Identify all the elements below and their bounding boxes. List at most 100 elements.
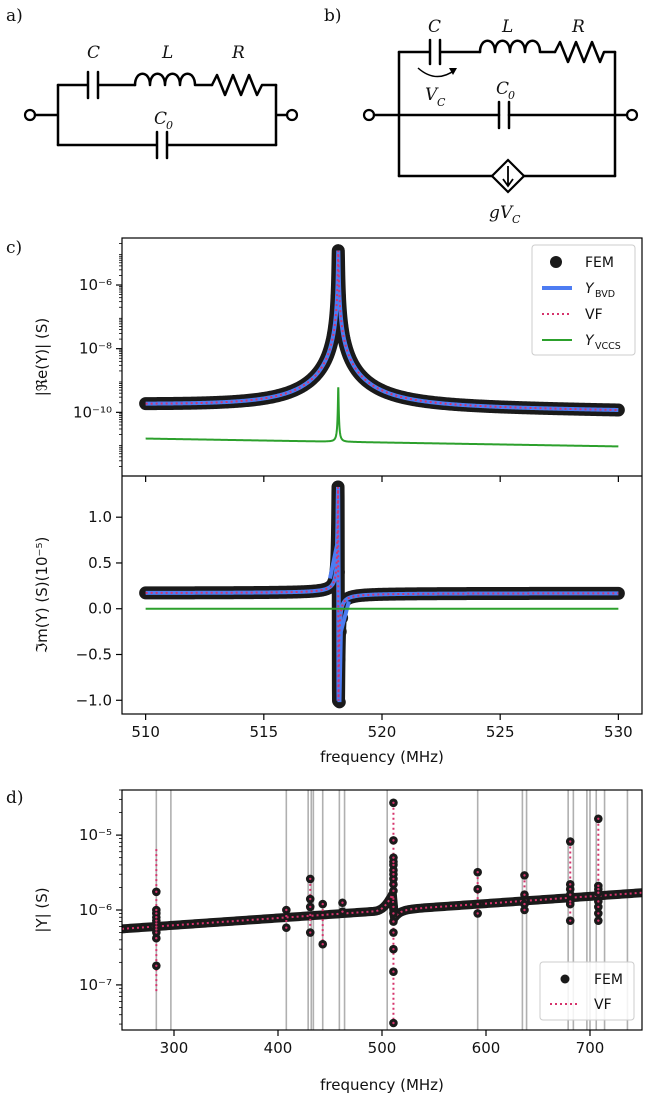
legend-marker-fem: [560, 974, 570, 984]
legend-box: [531, 244, 636, 356]
vf-marker: [155, 922, 158, 925]
vf-marker: [155, 912, 158, 915]
panel-label-d: d): [6, 788, 24, 808]
legend: FEM VF: [539, 961, 635, 1021]
label-c: C: [428, 17, 441, 37]
vf-marker: [597, 905, 600, 909]
label-vc: V: [425, 85, 439, 105]
plot-area: [139, 244, 625, 448]
y-axis-label: |ℜe(Y)| (S): [33, 318, 51, 396]
x-tick-label: 400: [264, 1039, 293, 1057]
x-axis-label: frequency (MHz): [320, 1076, 444, 1094]
vf-marker: [392, 1021, 395, 1025]
plot-area: [122, 790, 642, 1030]
y-tick-label: 0.5: [88, 554, 112, 572]
vf-marker: [597, 912, 600, 915]
vf-marker: [309, 931, 312, 934]
label-c0: C: [496, 79, 509, 99]
vf-marker: [392, 877, 395, 881]
vf-marker: [523, 908, 526, 912]
x-tick-label: 520: [368, 723, 397, 741]
vf-marker: [309, 905, 312, 909]
y-tick-label: 10⁻⁶: [79, 901, 112, 919]
vf-marker: [392, 863, 395, 867]
vf-marker: [309, 877, 312, 881]
vf-marker: [155, 919, 158, 922]
label-gvc-g: g: [489, 203, 500, 223]
label-c: C: [87, 43, 100, 63]
terminal-left: [23, 108, 37, 122]
resistor-r: [553, 40, 617, 64]
chart-d: 10⁻⁷ 10⁻⁶ 10⁻⁵ 300 400 500 600 700 |Y| (S) freq…: [33, 789, 643, 1094]
vf-marker: [569, 900, 572, 903]
vf-marker: [321, 902, 324, 906]
legend-marker-fem: [550, 256, 562, 268]
legend-label-fem: FEM: [585, 255, 614, 271]
vf-marker: [155, 937, 158, 940]
vccs-arrow-icon: [502, 166, 514, 188]
vf-marker: [341, 910, 344, 913]
vf-marker: [523, 874, 526, 877]
label-gvc: V: [500, 203, 514, 223]
vf-marker: [392, 868, 395, 872]
panel-label-c: c): [6, 238, 22, 258]
vf-marker: [476, 887, 479, 891]
circuit-a: C L R C 0: [23, 43, 299, 160]
vf-marker: [155, 890, 158, 893]
label-c0-sub: 0: [166, 119, 173, 132]
series-vf-baseline: [122, 891, 642, 930]
x-tick-label: 600: [472, 1039, 501, 1057]
series-bvd-peak: [328, 486, 351, 703]
vf-marker: [569, 893, 572, 896]
y-tick-label: −1.0: [76, 691, 112, 709]
vf-marker: [155, 931, 158, 934]
vf-marker: [392, 883, 395, 886]
x-tick-label: 515: [249, 723, 278, 741]
vf-marker: [569, 887, 572, 891]
legend: FEM Y BVD VF Y VCCS: [531, 244, 636, 356]
resistor-r: [210, 73, 278, 97]
vf-marker: [597, 884, 600, 888]
vf-marker: [597, 817, 600, 821]
vf-marker: [476, 870, 479, 874]
vf-marker: [155, 964, 158, 967]
label-r: R: [231, 43, 245, 63]
vf-marker: [285, 926, 288, 929]
series-vf: [145, 250, 619, 411]
plot-area: [139, 480, 625, 709]
legend-sub-vccs: VCCS: [595, 341, 621, 352]
x-tick-label: 530: [604, 723, 633, 741]
y-tick-label: 0.0: [88, 600, 112, 618]
legend-box: [539, 961, 635, 1021]
vf-marker: [392, 801, 395, 804]
y-tick-label: 10⁻⁵: [79, 826, 112, 844]
legend-label-bvd: Y: [585, 281, 595, 297]
vf-marker: [341, 901, 344, 904]
circuit-b: C L R V C C 0 g V C: [362, 17, 639, 226]
inductor-l: [478, 39, 557, 54]
vf-marker: [392, 873, 395, 876]
vf-marker: [569, 919, 572, 922]
vf-marker: [392, 839, 395, 842]
capacitor-c0: [56, 130, 278, 160]
vf-marker: [155, 916, 158, 919]
legend-sub-bvd: BVD: [595, 289, 615, 300]
label-l: L: [501, 17, 513, 37]
vf-marker: [392, 970, 395, 973]
label-c0-sub: 0: [508, 89, 515, 102]
x-tick-label: 525: [486, 723, 515, 741]
terminal-right: [625, 108, 639, 122]
vf-marker: [392, 860, 395, 864]
vf-marker: [392, 947, 395, 951]
series-vccs: [145, 387, 619, 448]
y-tick-label: 10⁻⁷: [79, 976, 112, 994]
x-tick-label: 700: [576, 1039, 605, 1057]
y-axis-label: |Y| (S): [33, 887, 51, 932]
label-l: L: [161, 43, 173, 63]
legend-label-vf: VF: [585, 307, 603, 323]
y-tick-label: 10⁻⁶: [79, 276, 112, 294]
capacitor-c0: [497, 100, 511, 130]
vf-marker: [155, 928, 158, 931]
legend-label-vccs: Y: [585, 333, 595, 349]
vf-marker: [597, 900, 600, 903]
